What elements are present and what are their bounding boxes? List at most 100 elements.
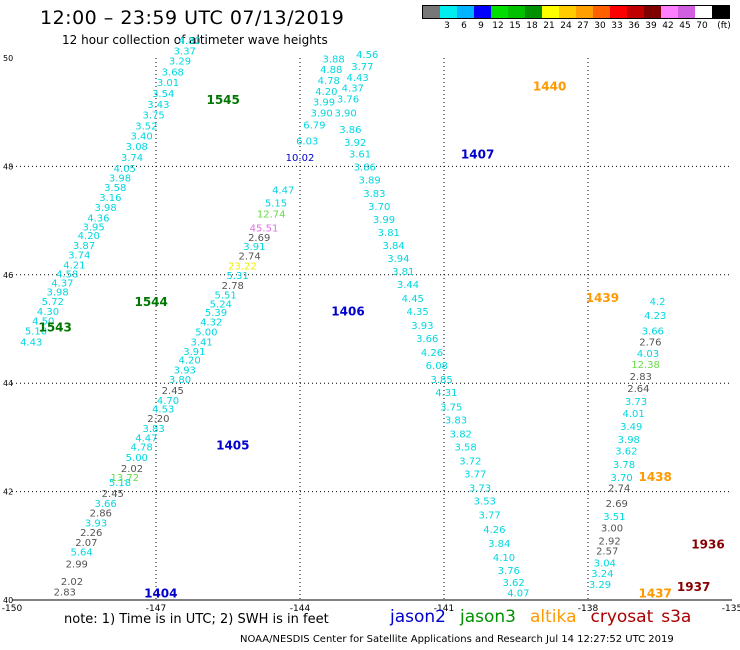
wave-height-value: 3.98 [94, 203, 116, 214]
wave-height-value: 3.76 [498, 566, 520, 577]
wave-height-value: 6.08 [426, 361, 448, 372]
wave-height-value: 4.80 [178, 36, 200, 47]
wave-height-value: 3.83 [363, 189, 385, 200]
wave-height-value: 4.20 [78, 231, 100, 242]
wave-height-value: 4.78 [130, 442, 152, 453]
wave-height-value: 3.58 [104, 183, 126, 194]
wave-height-value: 4.70 [157, 396, 179, 407]
wave-height-value: 3.81 [378, 228, 400, 239]
wave-height-value: 4.37 [342, 84, 364, 95]
y-tick-label: 42 [3, 488, 13, 497]
wave-height-value: 5.64 [70, 548, 92, 559]
legend-swatch [559, 6, 576, 18]
wave-height-value: 3.40 [130, 131, 152, 142]
wave-height-value: 3.93 [411, 321, 433, 332]
x-tick-label: -147 [146, 604, 166, 614]
wave-height-value: 2.86 [90, 509, 112, 520]
wave-height-value: 3.61 [349, 150, 371, 161]
wave-height-value: 3.72 [459, 457, 481, 468]
wave-height-value: 4.58 [56, 270, 78, 281]
wave-height-value: 4.32 [200, 318, 222, 329]
wave-height-value: 2.99 [66, 559, 88, 570]
track-time-label: 1936 [691, 538, 724, 552]
wave-height-value: 4.23 [644, 311, 666, 322]
wave-height-value: 2.20 [147, 414, 169, 425]
legend-unit: (ft) [717, 21, 731, 31]
wave-height-value: 3.74 [121, 153, 143, 164]
wave-height-value: 3.24 [591, 569, 613, 580]
wave-height-value: 3.75 [440, 402, 462, 413]
wave-height-value: 3.98 [109, 174, 131, 185]
wave-height-value: 3.66 [416, 334, 438, 345]
wave-height-value: 3.08 [126, 142, 148, 153]
wave-height-value: 3.53 [474, 497, 496, 508]
wave-height-value: 4.88 [320, 65, 342, 76]
wave-height-value: 3.51 [603, 512, 625, 523]
wave-height-value: 3.88 [322, 54, 344, 65]
wave-height-value: 3.49 [620, 422, 642, 433]
wave-height-value: 4.43 [346, 73, 368, 84]
wave-height-value: 4.26 [483, 525, 505, 536]
wave-height-value: 2.57 [596, 546, 618, 557]
legend-label: 24 [560, 21, 572, 31]
legend-swatch [712, 6, 729, 18]
wave-height-value: 2.83 [630, 372, 652, 383]
wave-height-value: 4.36 [87, 214, 109, 225]
wave-height-value: 5.24 [210, 299, 232, 310]
wave-height-value: 3.80 [169, 375, 191, 386]
y-tick-label: 50 [3, 54, 13, 63]
wave-height-value: 4.47 [135, 434, 157, 445]
wave-height-value: 3.68 [162, 67, 184, 78]
wave-height-value: 3.83 [445, 415, 467, 426]
wave-height-value: 3.87 [73, 241, 95, 252]
mission-jason3: jason3 [460, 607, 516, 627]
wave-height-value: 45.51 [250, 223, 279, 234]
wave-height-value: 2.26 [80, 528, 102, 539]
wave-height-value: 3.77 [464, 470, 486, 481]
legend-label: 18 [526, 21, 538, 31]
legend-swatch [440, 6, 457, 18]
wave-height-value: 3.98 [618, 435, 640, 446]
wave-height-value: 2.92 [598, 537, 620, 548]
wave-height-value: 4.43 [20, 337, 42, 348]
wave-height-value: 3.91 [243, 242, 265, 253]
legend-swatch [491, 6, 508, 18]
wave-height-value: 3.89 [358, 176, 380, 187]
wave-height-value: 6.03 [296, 137, 318, 148]
wave-height-value: 3.52 [135, 122, 157, 133]
wave-height-value: 2.64 [627, 384, 649, 395]
wave-height-value: 2.83 [54, 588, 76, 599]
wave-height-value: 12.74 [257, 209, 286, 220]
legend-label: 6 [461, 21, 467, 31]
wave-height-value: 3.91 [183, 347, 205, 358]
wave-height-value: 4.01 [622, 409, 644, 420]
wave-height-value: 2.45 [162, 386, 184, 397]
x-tick-label: -138 [578, 604, 599, 614]
wave-height-value: 4.47 [272, 186, 294, 197]
wave-height-value: 3.99 [313, 98, 335, 109]
wave-height-value: 4.03 [637, 349, 659, 360]
wave-height-value: 4.56 [356, 50, 378, 61]
wave-height-value: 3.83 [142, 424, 164, 435]
wave-height-value: 4.53 [152, 404, 174, 415]
wave-height-value: 5.00 [195, 328, 217, 339]
wave-height-value: 3.90 [334, 109, 356, 120]
wave-height-value: 3.70 [610, 473, 632, 484]
track-time-label: 1937 [677, 580, 710, 594]
wave-height-value: 2.45 [102, 489, 124, 500]
track-time-label: 1405 [216, 438, 249, 452]
wave-height-value: 4.05 [114, 164, 136, 175]
legend-swatch [525, 6, 542, 18]
track-time-label: 1438 [638, 470, 671, 484]
wave-height-value: 3.04 [594, 558, 616, 569]
x-tick-label: -150 [2, 604, 23, 614]
legend-label: 39 [645, 21, 657, 31]
legend-swatch [576, 6, 593, 18]
wave-height-value: 5.00 [126, 453, 148, 464]
y-tick-label: 44 [3, 379, 13, 388]
wave-height-value: 3.86 [339, 125, 361, 136]
wave-height-value: 3.77 [478, 511, 500, 522]
legend-label: 33 [611, 21, 623, 31]
track-time-label: 1544 [134, 295, 167, 309]
mission-jason2: jason2 [390, 607, 446, 627]
